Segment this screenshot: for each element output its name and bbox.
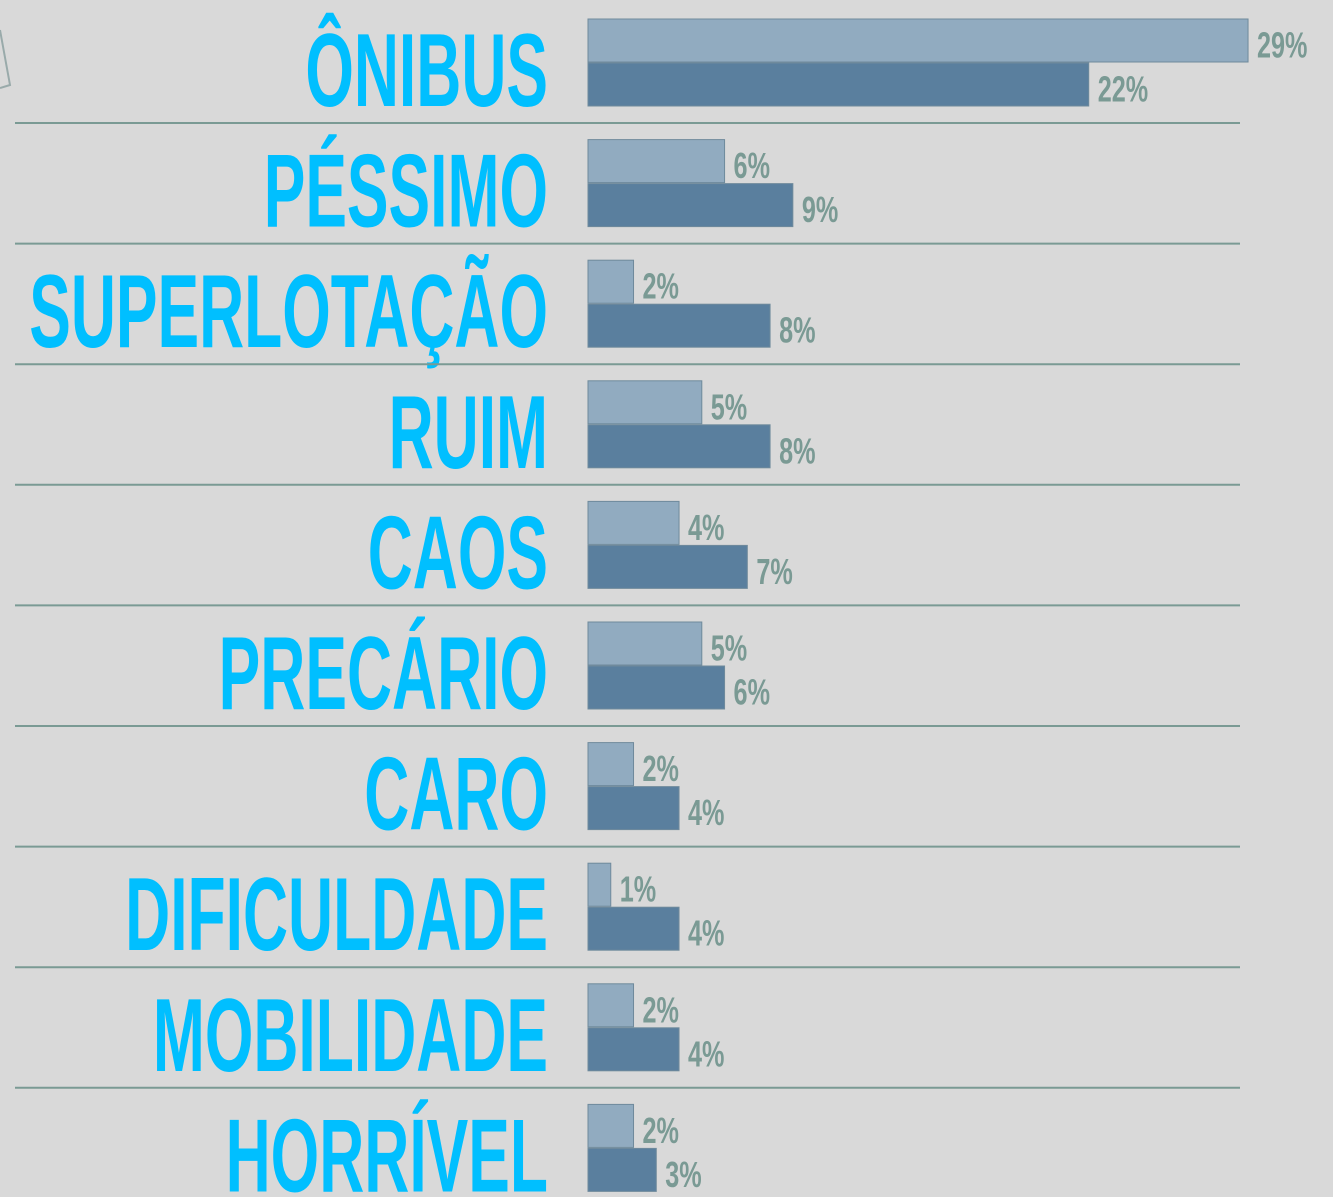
bar — [587, 380, 703, 425]
bar — [587, 259, 635, 304]
value-label: 5% — [711, 628, 747, 669]
bar — [587, 544, 748, 589]
bar — [587, 18, 1249, 63]
bar — [587, 500, 680, 545]
bar — [587, 1103, 635, 1148]
bar — [587, 786, 680, 831]
bar — [587, 62, 1090, 107]
value-label: 4% — [688, 793, 724, 834]
category-label: ÔNIBUS — [305, 13, 548, 129]
value-label: 2% — [643, 1110, 679, 1151]
decoration — [0, 29, 12, 89]
value-label: 2% — [643, 266, 679, 307]
category-label: RUIM — [389, 374, 548, 490]
value-label: 8% — [779, 431, 815, 472]
category-label: HORRÍVEL — [226, 1098, 548, 1197]
value-label: 22% — [1098, 69, 1148, 110]
bar — [587, 139, 726, 184]
bar — [587, 1027, 680, 1072]
value-label: 4% — [688, 1034, 724, 1075]
bar — [587, 183, 794, 228]
value-label: 29% — [1257, 25, 1307, 66]
bar — [587, 983, 635, 1028]
category-label: CARO — [364, 736, 548, 852]
value-label: 2% — [643, 990, 679, 1031]
bar — [587, 906, 680, 951]
category-label: SUPERLOTAÇÃO — [29, 254, 548, 370]
bar — [587, 665, 726, 710]
category-label: MOBILIDADE — [153, 977, 548, 1093]
bar — [587, 621, 703, 666]
category-label: PÉSSIMO — [264, 133, 548, 249]
value-label: 6% — [734, 146, 770, 187]
value-label: 3% — [665, 1154, 701, 1195]
value-label: 2% — [643, 749, 679, 790]
bar — [587, 303, 771, 348]
value-label: 6% — [734, 672, 770, 713]
value-label: 5% — [711, 387, 747, 428]
value-label: 7% — [756, 551, 792, 592]
value-label: 4% — [688, 507, 724, 548]
category-label: CAOS — [368, 495, 548, 611]
category-label: DIFICULDADE — [125, 857, 548, 973]
bar — [587, 1147, 657, 1192]
category-label: PRECÁRIO — [219, 616, 548, 732]
bar — [587, 862, 612, 907]
value-label: 1% — [620, 869, 656, 910]
bar — [587, 424, 771, 469]
bar — [587, 742, 635, 787]
value-label: 4% — [688, 913, 724, 954]
value-label: 8% — [779, 310, 815, 351]
value-label: 9% — [802, 190, 838, 231]
